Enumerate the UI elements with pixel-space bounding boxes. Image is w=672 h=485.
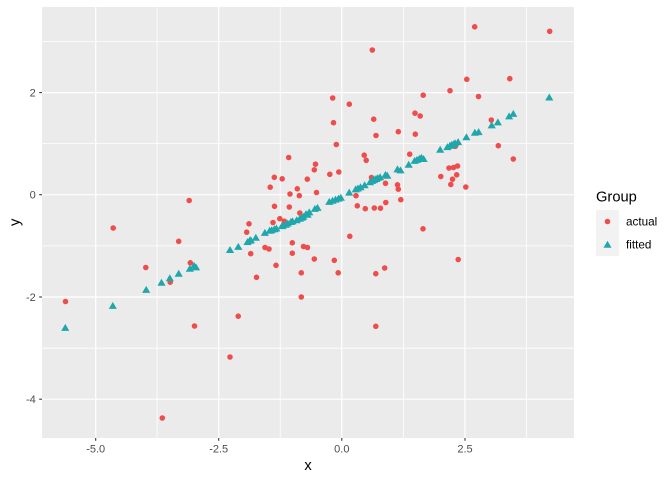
svg-text:Group: Group bbox=[596, 189, 637, 205]
svg-text:0: 0 bbox=[30, 190, 36, 202]
svg-text:2.5: 2.5 bbox=[457, 444, 472, 456]
svg-text:0.0: 0.0 bbox=[334, 444, 349, 456]
svg-text:x: x bbox=[304, 458, 312, 474]
svg-text:y: y bbox=[8, 218, 24, 226]
svg-text:actual: actual bbox=[626, 216, 657, 229]
svg-text:-2: -2 bbox=[26, 292, 36, 304]
svg-text:fitted: fitted bbox=[626, 239, 651, 252]
svg-text:2: 2 bbox=[30, 88, 36, 100]
svg-text:-5.0: -5.0 bbox=[86, 444, 105, 456]
svg-text:-2.5: -2.5 bbox=[209, 444, 228, 456]
svg-text:-4: -4 bbox=[26, 394, 36, 406]
